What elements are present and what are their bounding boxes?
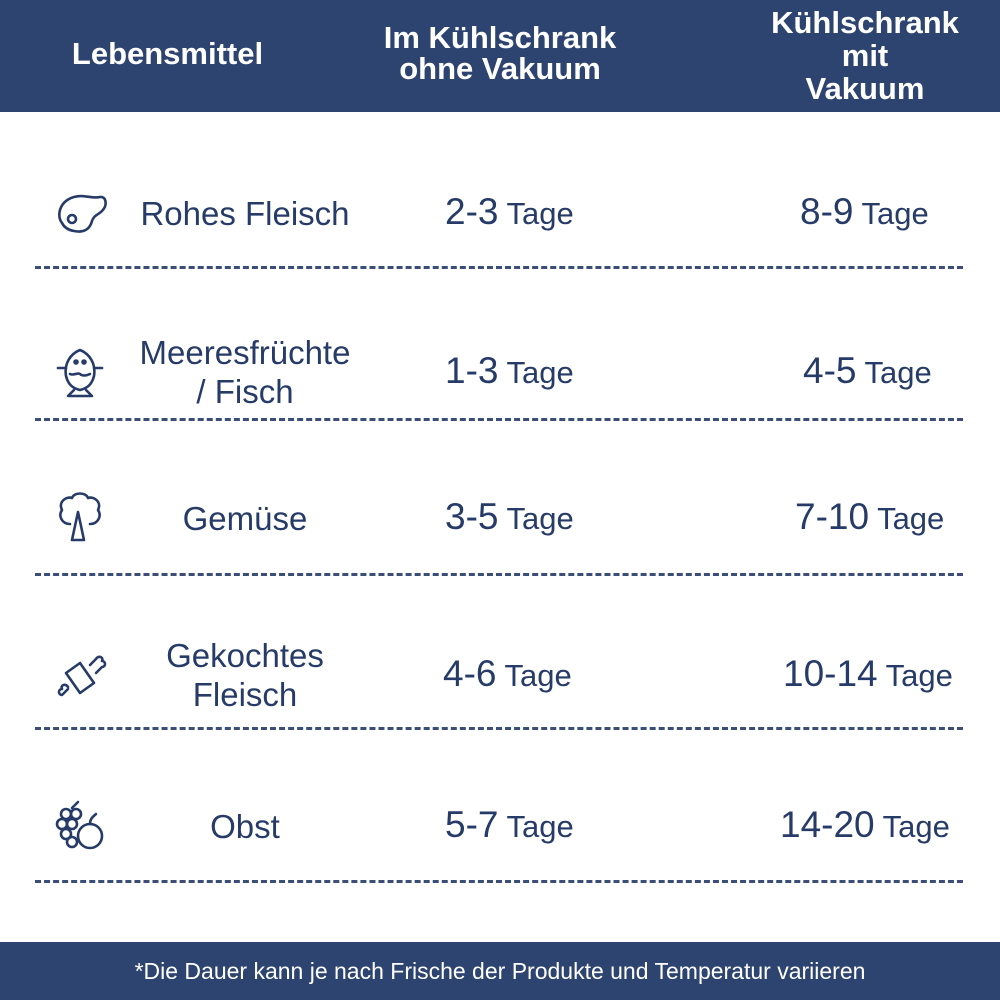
food-name-line: Gekochtes — [166, 637, 324, 674]
duration-number: 5-7 — [445, 804, 499, 845]
food-name-line: Rohes Fleisch — [140, 195, 350, 232]
duration-number: 1-3 — [445, 350, 499, 391]
header-without-vacuum: Im Kühlschrank ohne Vakuum — [340, 22, 660, 84]
row-divider — [35, 418, 963, 421]
footnote: *Die Dauer kann je nach Frische der Prod… — [0, 942, 1000, 1000]
duration-number: 10-14 — [783, 653, 878, 694]
duration-with-vacuum: 14-20 Tage — [780, 804, 950, 846]
duration-unit: Tage — [882, 809, 950, 844]
food-name: Gekochtes Fleisch — [115, 636, 375, 714]
fruit-icon — [55, 800, 104, 850]
header-line: ohne Vakuum — [399, 51, 601, 86]
row-divider — [35, 573, 963, 576]
header-line: Vakuum — [805, 71, 925, 106]
duration-unit: Tage — [864, 355, 932, 390]
duration-with-vacuum: 8-9 Tage — [800, 191, 929, 233]
steak-icon — [58, 194, 107, 233]
row-divider — [35, 266, 963, 269]
food-name-line: Gemüse — [182, 500, 308, 537]
duration-number: 4-6 — [443, 653, 497, 694]
duration-number: 2-3 — [445, 191, 499, 232]
fish-icon — [56, 348, 104, 398]
duration-without-vacuum: 2-3 Tage — [445, 191, 574, 233]
duration-unit: Tage — [506, 355, 574, 390]
duration-unit: Tage — [861, 196, 929, 231]
row-divider — [35, 880, 963, 883]
food-name-line: Fleisch — [192, 676, 298, 713]
duration-with-vacuum: 4-5 Tage — [803, 350, 932, 392]
header-line: Im Kühlschrank — [383, 20, 617, 55]
broccoli-icon — [59, 492, 101, 542]
food-name: Gemüse — [115, 499, 375, 538]
header-line: Kühlschrank — [771, 5, 959, 40]
duration-unit: Tage — [504, 658, 572, 693]
duration-with-vacuum: 7-10 Tage — [795, 496, 944, 538]
duration-unit: Tage — [506, 809, 574, 844]
row-divider — [35, 727, 963, 730]
ham-icon — [57, 655, 107, 697]
food-name-line: Meeresfrüchte — [139, 334, 351, 371]
duration-number: 7-10 — [795, 496, 870, 537]
duration-unit: Tage — [877, 501, 945, 536]
duration-unit: Tage — [885, 658, 953, 693]
duration-unit: Tage — [506, 196, 574, 231]
duration-without-vacuum: 4-6 Tage — [443, 653, 572, 695]
duration-without-vacuum: 3-5 Tage — [445, 496, 574, 538]
duration-number: 4-5 — [803, 350, 857, 391]
food-name: Obst — [115, 807, 375, 846]
duration-number: 3-5 — [445, 496, 499, 537]
header-food: Lebensmittel — [71, 36, 264, 71]
duration-without-vacuum: 5-7 Tage — [445, 804, 574, 846]
duration-number: 14-20 — [780, 804, 875, 845]
food-name: Rohes Fleisch — [115, 194, 375, 233]
duration-unit: Tage — [506, 501, 574, 536]
duration-number: 8-9 — [800, 191, 854, 232]
header-with-vacuum: Kühlschrank mit Vakuum — [740, 6, 990, 105]
food-name-line: / Fisch — [196, 373, 294, 410]
table-header: Lebensmittel Im Kühlschrank ohne Vakuum … — [0, 0, 1000, 112]
header-line: mit — [841, 38, 889, 73]
food-name: Meeresfrüchte / Fisch — [115, 333, 375, 411]
duration-without-vacuum: 1-3 Tage — [445, 350, 574, 392]
duration-with-vacuum: 10-14 Tage — [783, 653, 953, 695]
food-name-line: Obst — [210, 808, 280, 845]
